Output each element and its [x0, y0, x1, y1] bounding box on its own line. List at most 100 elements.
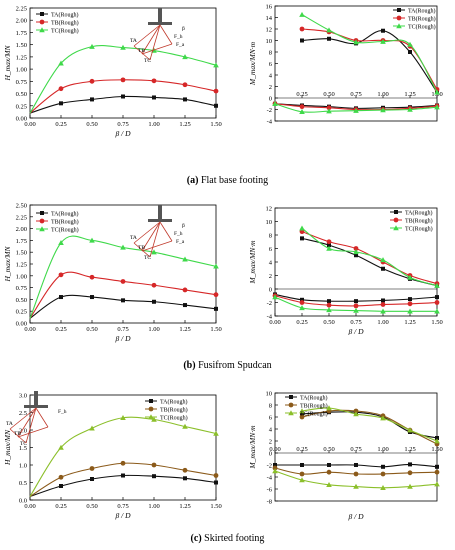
- plot-frame: [274, 392, 438, 502]
- x-tick-label: 0.00: [24, 121, 35, 128]
- diagram-label: β: [182, 223, 185, 229]
- series-tc-rough-lower: [272, 294, 440, 314]
- x-axis-label: β / D: [115, 334, 132, 343]
- data-point: [89, 43, 95, 49]
- y-tick-label: 0.25: [16, 103, 27, 110]
- data-point: [353, 249, 359, 255]
- diagram-label: TB: [138, 48, 145, 54]
- data-point: [434, 469, 440, 475]
- data-point: [272, 468, 278, 474]
- x-tick-label: 1.00: [377, 446, 388, 453]
- y-tick-label: 2: [269, 84, 272, 91]
- series-line: [301, 407, 438, 442]
- data-point: [353, 107, 359, 113]
- y-tick-label: 10: [266, 391, 273, 398]
- data-point: [300, 412, 304, 416]
- series-tb-rough-: [299, 229, 440, 286]
- data-point: [120, 279, 126, 284]
- legend-label: TC(Rough): [408, 23, 436, 30]
- data-point: [299, 11, 305, 17]
- failure-line: [149, 221, 161, 258]
- failure-line: [133, 45, 151, 61]
- x-tick-label: 0.50: [86, 326, 97, 333]
- series-tc-rough-lower: [272, 468, 440, 490]
- data-point: [326, 405, 332, 411]
- y-tick-label: 2.0: [19, 428, 27, 435]
- x-tick-label: 0.75: [350, 319, 361, 326]
- y-tick-label: 1.75: [16, 238, 27, 245]
- failure-line: [159, 24, 173, 45]
- series-tb-rough-: [29, 460, 219, 497]
- data-point: [152, 299, 156, 304]
- data-point: [327, 463, 331, 467]
- data-point: [299, 471, 305, 477]
- data-point: [380, 415, 386, 421]
- failure-line: [133, 24, 161, 47]
- data-point: [148, 414, 154, 420]
- y-tick-label: 10: [266, 219, 273, 226]
- data-point: [40, 211, 44, 215]
- data-point: [326, 105, 332, 111]
- legend-label: TC(Rough): [300, 410, 328, 417]
- diagram-label: TB: [138, 245, 145, 251]
- data-point: [326, 108, 332, 114]
- data-point: [408, 50, 412, 54]
- data-point: [120, 77, 126, 83]
- x-tick-label: 1.25: [404, 446, 415, 453]
- data-point: [288, 410, 294, 416]
- x-tick-label: 0.75: [117, 326, 128, 333]
- data-point: [151, 462, 157, 468]
- data-point: [407, 41, 413, 47]
- data-point: [183, 476, 187, 481]
- data-point: [89, 425, 95, 431]
- data-point: [272, 465, 278, 471]
- data-point: [326, 482, 332, 487]
- legend-item: TB(Rough): [36, 218, 79, 225]
- legend-item: TC(Rough): [145, 414, 188, 421]
- y-tick-label: 2.00: [16, 226, 27, 233]
- series-tc-rough-: [29, 235, 219, 319]
- x-tick-label: 0.25: [55, 503, 66, 510]
- y-axis-label: H_max/MN: [3, 429, 12, 466]
- caption-a-letter: (a): [186, 175, 199, 186]
- data-point: [434, 481, 440, 487]
- series-line: [301, 30, 438, 93]
- footing-leg: [34, 391, 38, 405]
- data-point: [407, 274, 413, 280]
- y-tick-label: 1.25: [16, 54, 27, 61]
- diagram-label: TA: [130, 235, 137, 241]
- legend-label: TC(Rough): [160, 414, 188, 421]
- legend-item: TB(Rough): [393, 15, 436, 22]
- data-point: [434, 438, 440, 444]
- data-point: [39, 218, 45, 224]
- y-tick-label: 2.50: [16, 203, 27, 210]
- y-tick-label: 0: [269, 451, 272, 458]
- y-axis-label: M_max/MN·m: [248, 240, 257, 285]
- data-point: [326, 469, 332, 475]
- data-point: [182, 54, 188, 60]
- data-point: [327, 299, 331, 304]
- data-point: [152, 474, 156, 479]
- data-point: [354, 299, 358, 304]
- failure-line: [141, 240, 173, 252]
- y-tick-label: 12: [266, 27, 273, 34]
- series-line: [301, 28, 438, 90]
- failure-line: [9, 428, 27, 444]
- legend-label: TC(Rough): [51, 27, 79, 34]
- series-line: [29, 462, 217, 497]
- chart-b-left: 0.00 0.25 0.50 0.75 1.00 1.25 1.50 1.75 2.00 2.25…: [3, 203, 222, 344]
- data-point: [273, 463, 277, 467]
- series-tb-rough-: [29, 77, 219, 114]
- data-point: [353, 307, 359, 313]
- series-line: [29, 95, 217, 114]
- legend-label: TA(Rough): [51, 11, 79, 18]
- y-tick-label: 12: [266, 206, 273, 213]
- caption-b: (b) Fusifrom Spudcan: [0, 360, 455, 371]
- data-point: [435, 295, 439, 300]
- legend-item: TA(Rough): [285, 394, 328, 401]
- legend-item: TB(Rough): [145, 406, 188, 413]
- x-tick-label: 0.25: [296, 319, 307, 326]
- y-tick-label: -4: [267, 475, 273, 482]
- data-point: [327, 36, 331, 41]
- y-tick-label: 2: [269, 439, 272, 446]
